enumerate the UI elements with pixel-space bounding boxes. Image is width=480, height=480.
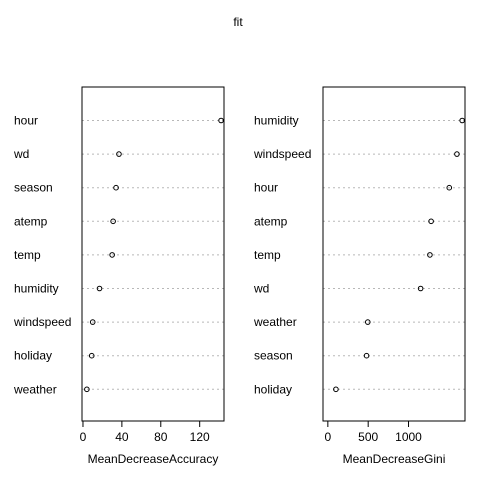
accuracy-category-label: season — [14, 181, 53, 195]
accuracy-category-label: weather — [13, 382, 57, 396]
accuracy-point-temp — [109, 252, 115, 258]
gini-point-windspeed — [454, 151, 460, 157]
accuracy-x-tick-label: 0 — [80, 430, 87, 444]
gini-category-label: humidity — [254, 114, 299, 128]
gini-category-label: windspeed — [253, 147, 311, 161]
accuracy-category-label: atemp — [14, 214, 48, 228]
accuracy-x-tick-label: 120 — [190, 430, 210, 444]
gini-point-temp — [427, 252, 433, 258]
gini-category-label: temp — [254, 248, 281, 262]
gini-category-label: weather — [253, 315, 297, 329]
gini-point-season — [363, 352, 370, 359]
accuracy-category-label: windspeed — [13, 315, 71, 329]
gini-x-tick-label: 1000 — [395, 430, 422, 444]
gini-category-label: atemp — [254, 214, 288, 228]
accuracy-category-label: humidity — [14, 282, 59, 296]
accuracy-category-label: holiday — [14, 349, 52, 363]
gini-point-atemp — [428, 218, 434, 225]
accuracy-point-atemp — [110, 218, 116, 225]
gini-point-humidity — [459, 117, 465, 124]
gini-category-label: hour — [254, 181, 278, 195]
accuracy-point-holiday — [88, 352, 95, 359]
gini-point-wd — [417, 285, 424, 292]
accuracy-point-windspeed — [89, 319, 96, 325]
gini-category-label: wd — [253, 282, 269, 296]
gini-category-label: holiday — [254, 382, 292, 396]
gini-x-tick-label: 0 — [324, 430, 331, 444]
chart-title: fit — [233, 15, 243, 29]
gini-point-weather — [364, 319, 371, 325]
gini-panel: humidity windspeed hour atemp temp wd weather s… — [253, 86, 466, 466]
accuracy-category-label: wd — [13, 147, 29, 161]
accuracy-panel: hour wd season atemp temp humidity windspeed ho… — [13, 86, 225, 466]
accuracy-x-tick-label: 40 — [115, 430, 129, 444]
gini-x-tick-label: 500 — [358, 430, 378, 444]
gini-category-label: season — [254, 349, 293, 363]
accuracy-point-weather — [84, 386, 90, 393]
accuracy-plot-frame — [81, 86, 225, 422]
gini-plot-frame — [322, 86, 466, 422]
accuracy-x-tick-label: 80 — [154, 430, 168, 444]
gini-point-hour — [446, 184, 453, 191]
gini-x-axis-label: MeanDecreaseGini — [343, 452, 446, 466]
accuracy-point-hour — [218, 117, 224, 124]
accuracy-category-label: hour — [14, 114, 38, 128]
accuracy-x-axis-label: MeanDecreaseAccuracy — [88, 452, 219, 466]
accuracy-point-humidity — [96, 285, 103, 292]
accuracy-point-season — [113, 184, 119, 191]
accuracy-category-label: temp — [14, 248, 41, 262]
gini-point-holiday — [333, 386, 339, 393]
accuracy-point-wd — [116, 151, 122, 157]
